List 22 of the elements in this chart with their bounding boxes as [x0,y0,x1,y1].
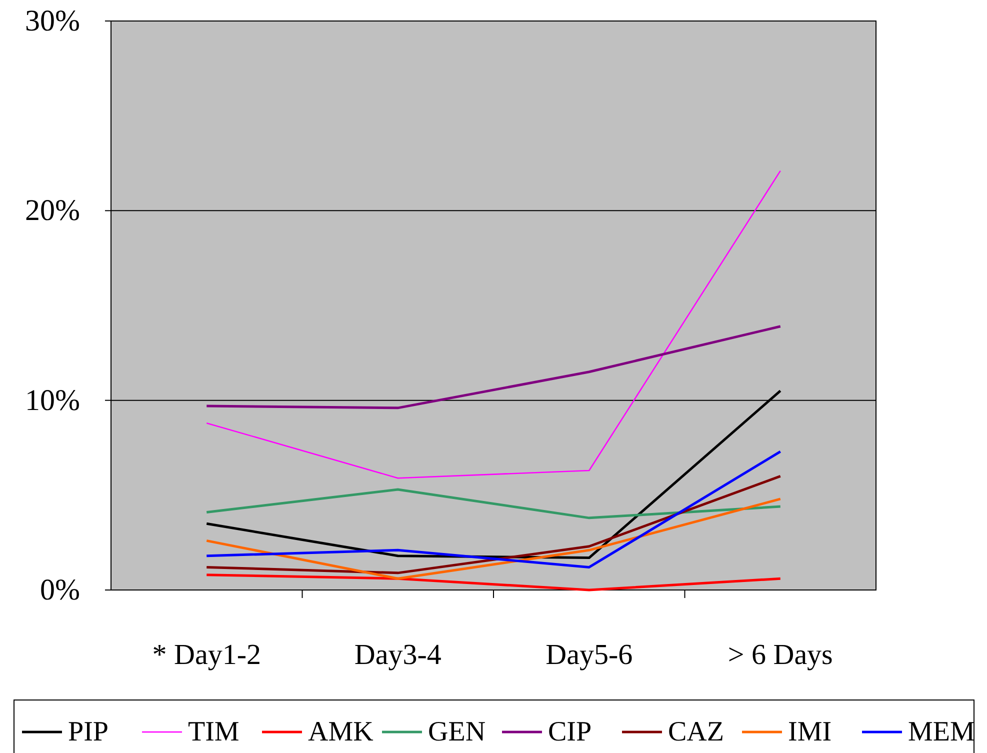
legend-label: GEN [428,716,486,748]
legend-label: MEM [908,716,975,748]
x-tick-label: > 6 Days [728,639,833,671]
x-tick-label: * Day1-2 [152,639,261,671]
legend-label: AMK [308,716,374,748]
y-tick-label: 0% [40,574,80,606]
line-series [205,474,782,574]
x-tick-label: Day3-4 [354,639,442,671]
line-series [205,450,782,568]
line-series [205,488,782,520]
line-series [205,325,782,410]
y-tick-label: 30% [25,4,80,38]
legend-label: PIP [68,716,108,748]
y-tick-label: 20% [25,194,80,228]
legend-label: IMI [788,716,832,748]
legend-label: CAZ [668,716,724,748]
line-series [205,498,782,580]
y-tick-label: 10% [25,384,80,417]
legend-label: TIM [188,716,240,748]
legend-label: CIP [548,716,592,748]
x-tick-label: Day5-6 [546,639,633,671]
line-series [206,170,782,479]
